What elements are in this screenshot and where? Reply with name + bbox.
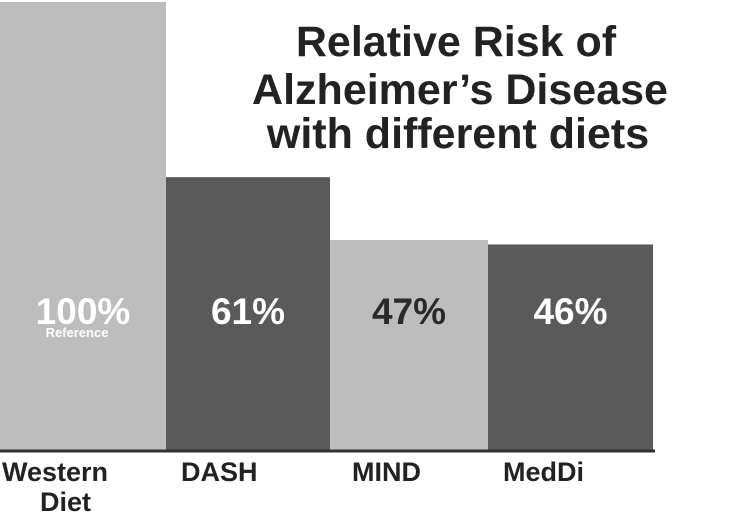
bar-value-label: 100%: [36, 291, 131, 332]
chart-title-line: Alzheimer’s Disease: [252, 66, 668, 114]
bar-value-label: 47%: [372, 291, 446, 332]
bar-sub-label: Reference: [46, 325, 109, 340]
bar-mind: [330, 239, 488, 451]
bar-value-label: 46%: [533, 291, 607, 332]
x-tick-label: DASH: [181, 457, 258, 487]
bar-dash: [166, 177, 330, 452]
x-tick-label: MedDi: [503, 457, 584, 487]
chart-title-line: Relative Risk of: [296, 18, 617, 66]
x-tick-label: Diet: [40, 487, 91, 514]
x-tick-label: Western: [2, 457, 108, 487]
bar-western-diet: [0, 2, 166, 451]
bar-meddi: [488, 244, 653, 451]
bar-value-label: 61%: [211, 291, 285, 332]
chart-title-line: with different diets: [266, 110, 649, 158]
x-tick-label: MIND: [352, 457, 421, 487]
